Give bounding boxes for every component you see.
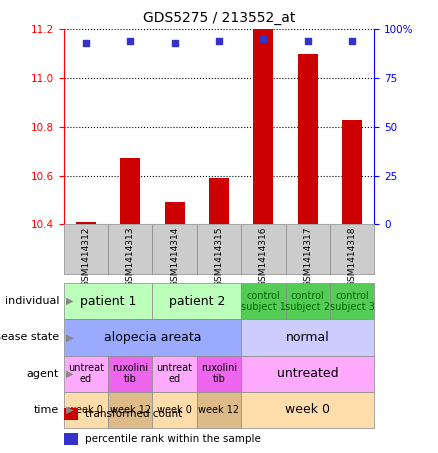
Text: patient 1: patient 1 (80, 295, 136, 308)
Bar (152, 283, 241, 319)
Bar (254, 29, 273, 224)
Point (127, 38, 134, 45)
Point (82, 39, 89, 47)
Text: GSM1414313: GSM1414313 (126, 226, 134, 287)
Text: disease state: disease state (0, 333, 59, 342)
Bar (298, 54, 318, 224)
Point (349, 38, 356, 45)
Bar (152, 224, 197, 274)
Text: GSM1414315: GSM1414315 (215, 226, 223, 287)
Bar (241, 356, 374, 392)
Point (304, 38, 311, 45)
Bar (152, 356, 197, 392)
Bar (330, 283, 374, 319)
Text: GSM1414318: GSM1414318 (348, 226, 357, 287)
Text: ruxolini
tib: ruxolini tib (112, 363, 148, 384)
Bar (64, 408, 78, 420)
Text: ▶: ▶ (66, 333, 73, 342)
Bar (64, 319, 241, 356)
Bar (165, 202, 184, 224)
Text: alopecia areata: alopecia areata (104, 331, 201, 344)
Text: individual: individual (5, 296, 59, 306)
Bar (64, 433, 78, 445)
Bar (209, 178, 229, 224)
Text: week 0: week 0 (157, 405, 192, 415)
Text: time: time (34, 405, 59, 415)
Bar (241, 392, 374, 428)
Bar (197, 392, 241, 428)
Bar (286, 283, 330, 319)
Bar (108, 392, 152, 428)
Bar (64, 356, 108, 392)
Bar (108, 224, 152, 274)
Bar (197, 356, 241, 392)
Text: untreat
ed: untreat ed (156, 363, 193, 384)
Text: GSM1414312: GSM1414312 (81, 226, 90, 287)
Text: ▶: ▶ (66, 405, 73, 415)
Text: transformed count: transformed count (85, 409, 183, 419)
Bar (330, 224, 374, 274)
Text: agent: agent (27, 369, 59, 379)
Text: normal: normal (286, 331, 330, 344)
Point (171, 39, 178, 47)
Text: ▶: ▶ (66, 369, 73, 379)
Bar (286, 224, 330, 274)
Text: ruxolini
tib: ruxolini tib (201, 363, 237, 384)
Text: control
subject 2: control subject 2 (285, 291, 330, 312)
Bar (241, 283, 286, 319)
Bar (241, 319, 374, 356)
Bar (108, 356, 152, 392)
Bar (197, 224, 241, 274)
Bar (342, 120, 362, 224)
Text: GSM1414314: GSM1414314 (170, 226, 179, 287)
Text: patient 2: patient 2 (169, 295, 225, 308)
Bar (76, 222, 96, 224)
Text: percentile rank within the sample: percentile rank within the sample (85, 434, 261, 444)
Text: control
subject 3: control subject 3 (330, 291, 375, 312)
Text: GSM1414317: GSM1414317 (304, 226, 312, 287)
Text: untreated: untreated (277, 367, 339, 380)
Text: week 12: week 12 (110, 405, 151, 415)
Bar (120, 159, 140, 224)
Text: week 0: week 0 (68, 405, 103, 415)
Point (215, 38, 223, 45)
Bar (152, 392, 197, 428)
Bar (64, 392, 108, 428)
Bar (64, 283, 152, 319)
Text: ▶: ▶ (66, 296, 73, 306)
Text: untreat
ed: untreat ed (68, 363, 104, 384)
Bar (241, 224, 286, 274)
Text: week 0: week 0 (285, 404, 330, 416)
Text: GSM1414316: GSM1414316 (259, 226, 268, 287)
Text: GDS5275 / 213552_at: GDS5275 / 213552_at (143, 11, 295, 25)
Point (260, 35, 267, 43)
Text: control
subject 1: control subject 1 (241, 291, 286, 312)
Text: week 12: week 12 (198, 405, 240, 415)
Bar (64, 224, 108, 274)
